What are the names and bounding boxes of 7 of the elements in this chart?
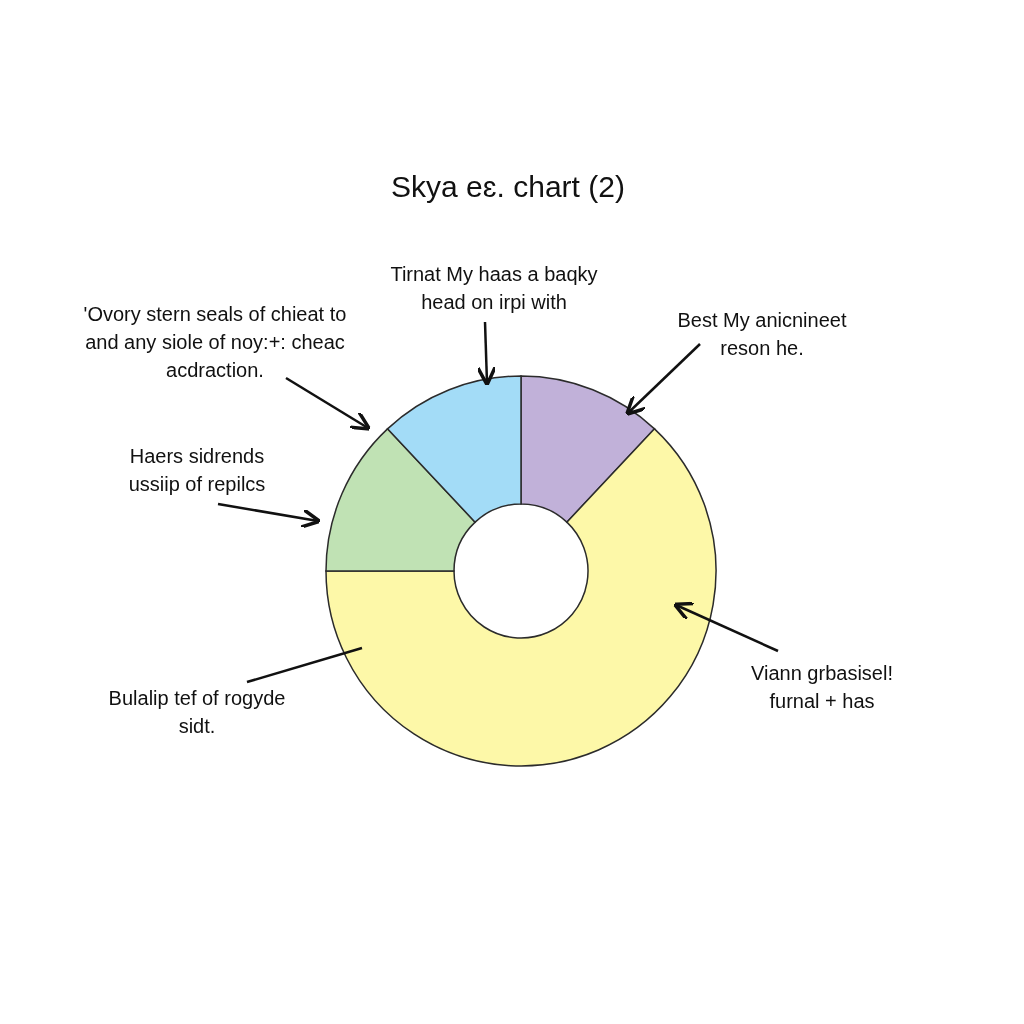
slice-label: Tirnat My haas a baqky head on irpi with	[389, 262, 599, 315]
slice-label: Haers sidrends ussiip of repilcs	[127, 444, 267, 497]
chart-title: Skya eɛ. chart (2)	[390, 170, 626, 204]
slice-label: Best My anicnineet reson he.	[676, 308, 848, 361]
text: Bulalip tef of rogyde sidt.	[107, 686, 287, 739]
text: 'Ovory stern seals of chieat to and any siole of noy:+: cheac acdraction.	[82, 302, 348, 383]
slice-label: Viann grbasisel! furnal + has	[750, 661, 894, 714]
